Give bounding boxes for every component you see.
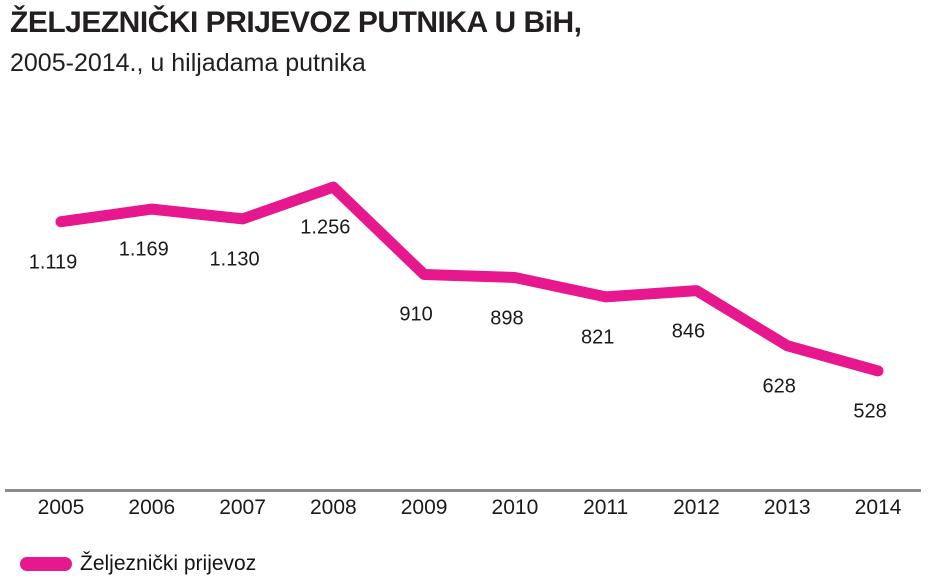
chart-header: ŽELJEZNIČKI PRIJEVOZ PUTNIKA U BiH, 2005… — [10, 6, 582, 77]
x-tick-label: 2012 — [673, 496, 720, 519]
data-label: 898 — [490, 307, 524, 329]
x-tick-label: 2008 — [309, 496, 357, 519]
x-tick-label: 2013 — [763, 496, 811, 519]
data-label: 628 — [762, 375, 796, 398]
data-label: 1.130 — [209, 248, 260, 271]
data-label: 910 — [399, 303, 433, 326]
x-tick-label: 2005 — [37, 496, 85, 519]
data-label: 1.256 — [300, 216, 351, 239]
legend-swatch-line-icon — [20, 557, 72, 571]
series-line — [55, 181, 884, 377]
x-tick-label: 2011 — [583, 496, 629, 519]
x-tick-label: 2006 — [128, 496, 176, 519]
chart-subtitle: 2005-2014., u hiljadama putnika — [10, 48, 366, 77]
data-label: 821 — [580, 326, 615, 349]
x-tick-label: 2010 — [491, 496, 539, 519]
legend-label: Željeznički prijevoz — [80, 552, 257, 575]
data-label: 1.119 — [28, 251, 78, 274]
legend: Željeznički prijevoz — [20, 552, 256, 576]
x-tick-label: 2009 — [400, 496, 448, 519]
chart-title: ŽELJEZNIČKI PRIJEVOZ PUTNIKA U BiH, — [10, 6, 582, 39]
data-label: 1.169 — [118, 238, 169, 261]
x-axis-line — [5, 489, 921, 492]
data-label: 528 — [853, 400, 887, 423]
x-tick-label: 2007 — [219, 496, 266, 519]
data-label: 846 — [671, 320, 706, 343]
x-tick-label: 2014 — [854, 496, 902, 519]
